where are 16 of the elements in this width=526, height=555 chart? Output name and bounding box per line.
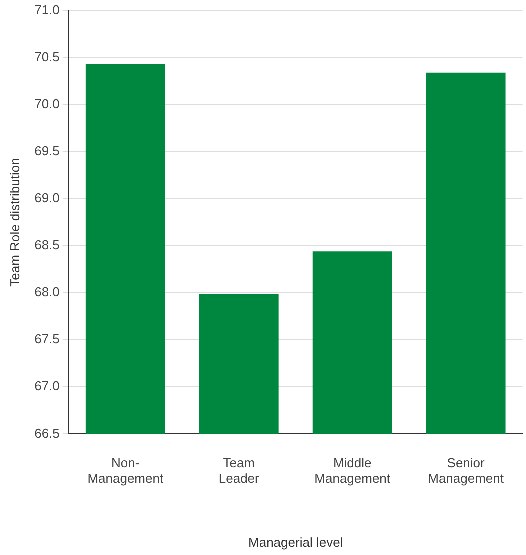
y-tick-label: 71.0 <box>34 2 60 18</box>
y-tick-label: 67.5 <box>34 332 60 347</box>
y-axis-title: Team Role distribution <box>7 158 22 287</box>
y-tick-label: 67.0 <box>34 378 60 394</box>
x-tick-label: Non-Management <box>88 456 164 486</box>
y-tick-label: 70.5 <box>34 49 60 64</box>
y-tick-label: 68.0 <box>34 284 60 300</box>
y-tick-label: 66.5 <box>34 426 60 441</box>
x-axis-title: Managerial level <box>248 534 344 550</box>
x-tick-label: Team Leader <box>218 456 260 486</box>
y-tick-label: 68.5 <box>34 238 60 253</box>
x-tick-label: Middle Management <box>314 456 391 486</box>
y-tick-label: 69.0 <box>34 190 60 206</box>
y-tick-label: 69.5 <box>34 144 60 159</box>
x-tick-label: Senior Management <box>428 456 504 486</box>
y-tick-label: 70.0 <box>34 96 60 112</box>
